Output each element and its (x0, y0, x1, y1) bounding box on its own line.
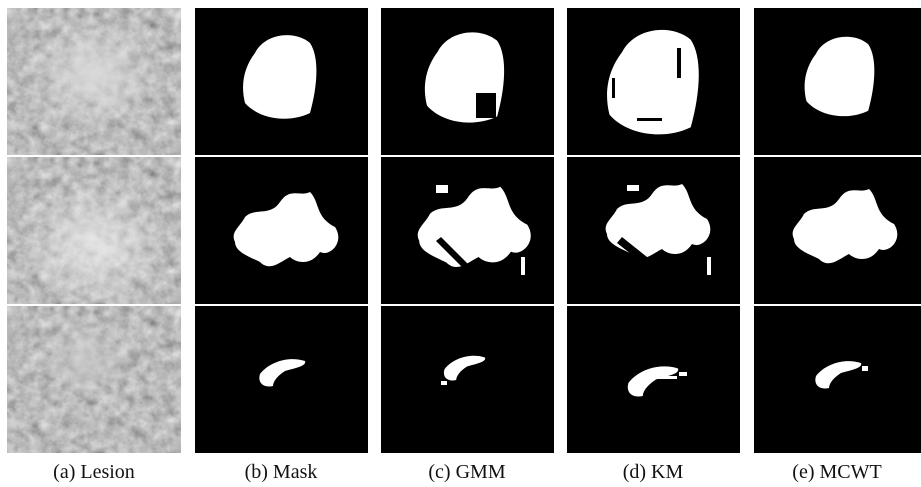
lesion-column (7, 8, 181, 453)
gmm-column (381, 8, 554, 453)
caption: (b) Mask (245, 461, 318, 483)
caption: (c) GMM (428, 461, 505, 483)
figure: (a) Lesion (b) Mask (c) GMM (d) KM (e) M… (0, 0, 921, 487)
mask-column (195, 8, 368, 453)
mcwt-column (754, 8, 921, 453)
caption: (e) MCWT (792, 461, 881, 483)
km-column (567, 8, 740, 453)
caption: (a) Lesion (53, 461, 135, 483)
caption: (d) KM (623, 461, 684, 483)
page: {"figure": {"captions": ["(a) Lesion", "… (0, 0, 921, 487)
captions: (a) Lesion (b) Mask (c) GMM (d) KM (e) M… (53, 461, 882, 483)
